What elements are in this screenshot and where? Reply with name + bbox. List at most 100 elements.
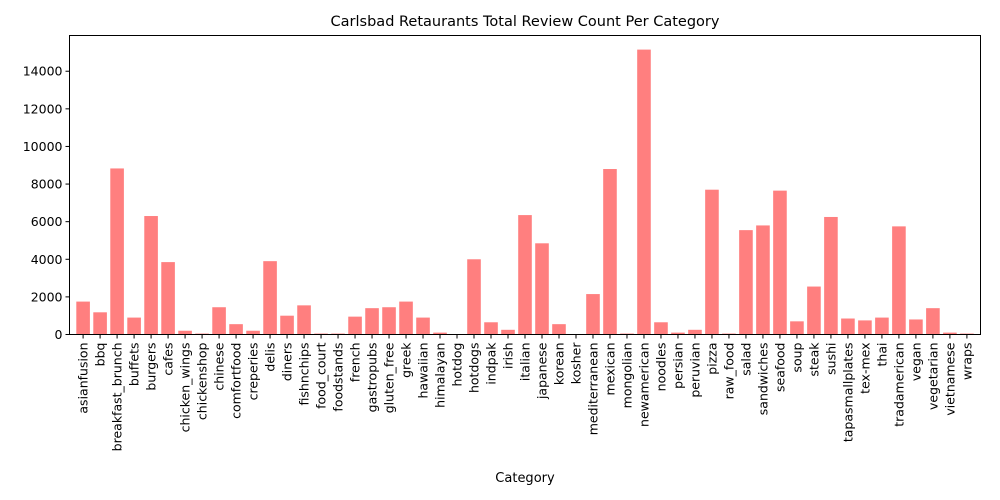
bar-chinese	[212, 307, 226, 335]
bar-delis	[263, 261, 277, 335]
bar-newamerican	[637, 49, 651, 335]
x-tick-label: sushi	[823, 343, 838, 375]
x-tick-label: seafood	[772, 343, 787, 393]
x-tick-label: cafes	[161, 343, 176, 376]
x-tick-label: chicken_wings	[178, 343, 193, 433]
bar-thai	[875, 317, 889, 335]
x-tick-label: hotdogs	[467, 343, 482, 394]
bar-buffets	[127, 317, 141, 335]
bar-diners	[280, 315, 294, 335]
bar-sandwiches	[756, 225, 770, 335]
y-tick-label: 10000	[23, 139, 63, 154]
bar-asianfusion	[76, 301, 90, 335]
bar-burgers	[144, 216, 158, 335]
x-tick-label: thai	[874, 343, 889, 367]
bar-sushi	[824, 216, 838, 335]
x-tick-label: pizza	[704, 343, 719, 375]
bar-seafood	[773, 190, 787, 335]
x-tick-label: fishnchips	[297, 343, 312, 406]
x-tick-label: steak	[806, 342, 821, 377]
x-tick-label: diners	[280, 343, 295, 382]
bar-irish	[501, 329, 515, 335]
x-tick-label: indpak	[484, 342, 499, 385]
x-tick-label: burgers	[144, 343, 159, 391]
bar-himalayan	[433, 332, 447, 335]
x-tick-label: hawaiian	[416, 343, 431, 399]
bar-bbq	[93, 312, 107, 335]
bars	[76, 49, 974, 335]
bar-steak	[807, 286, 821, 335]
x-tick-label: korean	[551, 343, 566, 386]
bar-tradamerican	[892, 226, 906, 335]
bar-vegetarian	[926, 308, 940, 335]
bar-gastropubs	[365, 308, 379, 335]
bar-pizza	[705, 189, 719, 335]
x-tick-label: italian	[518, 343, 533, 382]
y-tick-label: 6000	[31, 214, 63, 229]
bar-french	[348, 316, 362, 335]
x-tick-label: peruvian	[687, 343, 702, 398]
y-axis: 0 2000 4000 6000 8000 10000 12000 14000	[23, 64, 70, 342]
x-tick-label: asianfusion	[76, 343, 91, 414]
bar-korean	[552, 324, 566, 335]
x-tick-label: noodles	[653, 343, 668, 392]
x-tick-label: greek	[399, 342, 414, 378]
x-tick-label: vietnamese	[942, 342, 957, 415]
bar-soup	[790, 321, 804, 335]
bar-comfortfood	[229, 324, 243, 335]
x-tick-label: kosher	[568, 342, 583, 385]
x-tick-label: delis	[263, 343, 278, 372]
bar-hawaiian	[416, 317, 430, 335]
bar-indpak	[484, 322, 498, 335]
bar-breakfast_brunch	[110, 168, 124, 335]
bar-creperies	[246, 330, 260, 335]
x-tick-label: sandwiches	[755, 343, 770, 416]
x-axis: asianfusion bbq breakfast_brunch buffets bur…	[76, 334, 974, 452]
x-tick-label: himalayan	[433, 343, 448, 408]
x-tick-label: vegan	[908, 343, 923, 382]
y-tick-label: 12000	[23, 101, 63, 116]
y-tick-label: 8000	[31, 177, 63, 192]
x-tick-label: mediterranean	[585, 343, 600, 436]
x-tick-label: persian	[670, 343, 685, 389]
bar-noodles	[654, 322, 668, 335]
x-tick-label: breakfast_brunch	[110, 343, 125, 452]
x-tick-label: salad	[738, 343, 753, 376]
bar-greek	[399, 301, 413, 335]
bar-gluten_free	[382, 307, 396, 335]
bar-salad	[739, 230, 753, 335]
x-tick-label: mexican	[602, 343, 617, 396]
y-tick-label: 14000	[23, 64, 63, 79]
x-tick-label: irish	[501, 343, 516, 370]
x-tick-label: newamerican	[636, 343, 651, 427]
y-tick-label: 4000	[31, 252, 63, 267]
x-tick-label: gastropubs	[365, 343, 380, 413]
x-tick-label: gluten_free	[382, 342, 397, 413]
bar-chicken_wings	[178, 330, 192, 335]
bar-peruvian	[688, 329, 702, 335]
bar-mexican	[603, 169, 617, 335]
x-tick-label: mongolian	[619, 343, 634, 409]
y-tick-label: 0	[55, 327, 63, 342]
bar-japanese	[535, 243, 549, 335]
x-tick-label: tex-mex	[857, 343, 872, 394]
bar-persian	[671, 332, 685, 335]
x-tick-label: food_court	[314, 342, 329, 408]
bar-hotdogs	[467, 259, 481, 335]
x-tick-label: creperies	[246, 343, 261, 401]
x-tick-label: bbq	[93, 343, 108, 367]
bar-mediterranean	[586, 294, 600, 335]
bar-tex-mex	[858, 320, 872, 335]
bar-vietnamese	[943, 332, 957, 335]
bar-vegan	[909, 319, 923, 335]
x-tick-label: comfortfood	[229, 343, 244, 419]
x-tick-label: tradamerican	[891, 343, 906, 427]
bar-tapasmallplates	[841, 318, 855, 335]
plot-frame	[69, 35, 981, 335]
x-tick-label: foodstands	[331, 343, 346, 412]
x-tick-label: tapasmallplates	[840, 343, 855, 443]
x-tick-label: french	[348, 343, 363, 383]
x-tick-label: hotdog	[450, 343, 465, 387]
x-tick-label: chickenshop	[195, 342, 210, 420]
y-tick-label: 2000	[31, 289, 63, 304]
